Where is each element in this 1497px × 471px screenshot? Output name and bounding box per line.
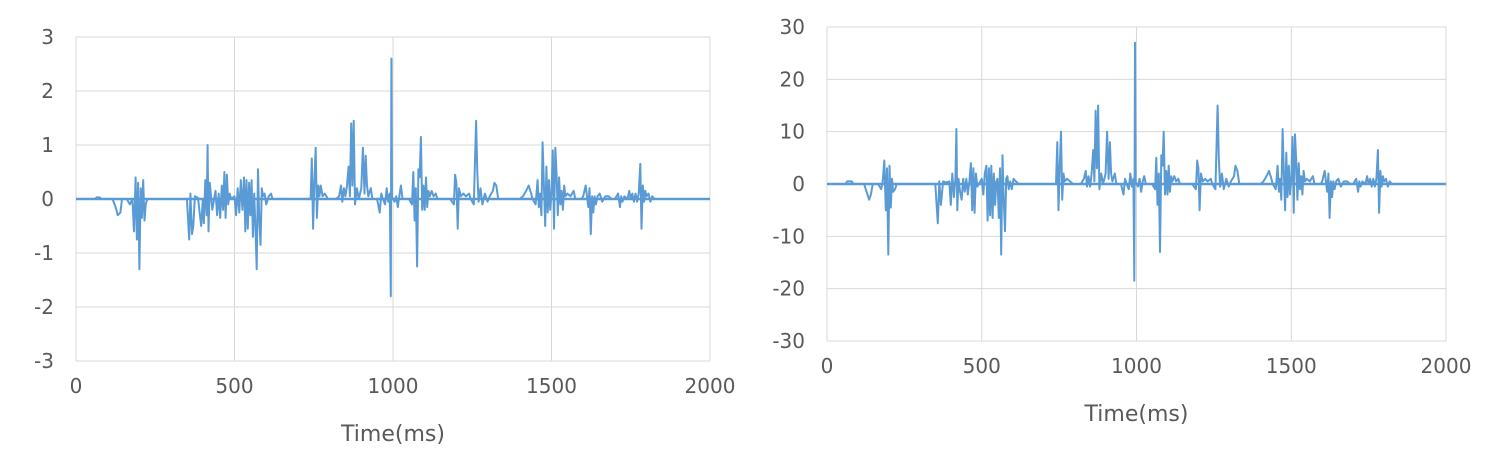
x-tick-label: 500	[215, 374, 253, 398]
x-tick-label: 2000	[685, 374, 736, 398]
y-tick-label: -20	[772, 277, 805, 301]
x-tick-label: 0	[70, 374, 83, 398]
x-tick-label: 500	[963, 354, 1001, 378]
x-axis-title: Time(ms)	[1084, 402, 1189, 427]
y-tick-label: 30	[780, 15, 805, 39]
x-tick-label: 2000	[1421, 354, 1472, 378]
y-tick-label: 20	[780, 67, 805, 91]
x-tick-label: 1000	[1111, 354, 1162, 378]
y-tick-label: 0	[792, 172, 805, 196]
x-tick-label: 0	[821, 354, 834, 378]
x-axis-title: Time(ms)	[340, 422, 445, 447]
y-tick-label: 0	[41, 187, 54, 211]
y-tick-label: 2	[41, 79, 54, 103]
y-tick-label: -10	[772, 224, 805, 248]
chart-right: 30 20 10 0 -10 -20 -30 0 500 1000 1500 2000 Time(ms)	[772, 15, 1472, 427]
y-tick-label: 1	[41, 133, 54, 157]
y-tick-label: -30	[772, 329, 805, 353]
y-tick-label: -2	[34, 295, 54, 319]
series-line	[827, 41, 1446, 282]
x-tick-label: 1000	[368, 374, 419, 398]
x-tick-label: 1500	[526, 374, 577, 398]
y-tick-label: -3	[34, 349, 54, 373]
y-tick-label: -1	[34, 241, 54, 265]
series-line	[76, 57, 710, 298]
y-tick-label: 10	[780, 120, 805, 144]
chart-left: 3 2 1 0 -1 -2 -3 0 500 1000 1500 2000 Time(ms)	[34, 25, 736, 447]
y-tick-label: 3	[41, 25, 54, 49]
x-tick-label: 1500	[1266, 354, 1317, 378]
